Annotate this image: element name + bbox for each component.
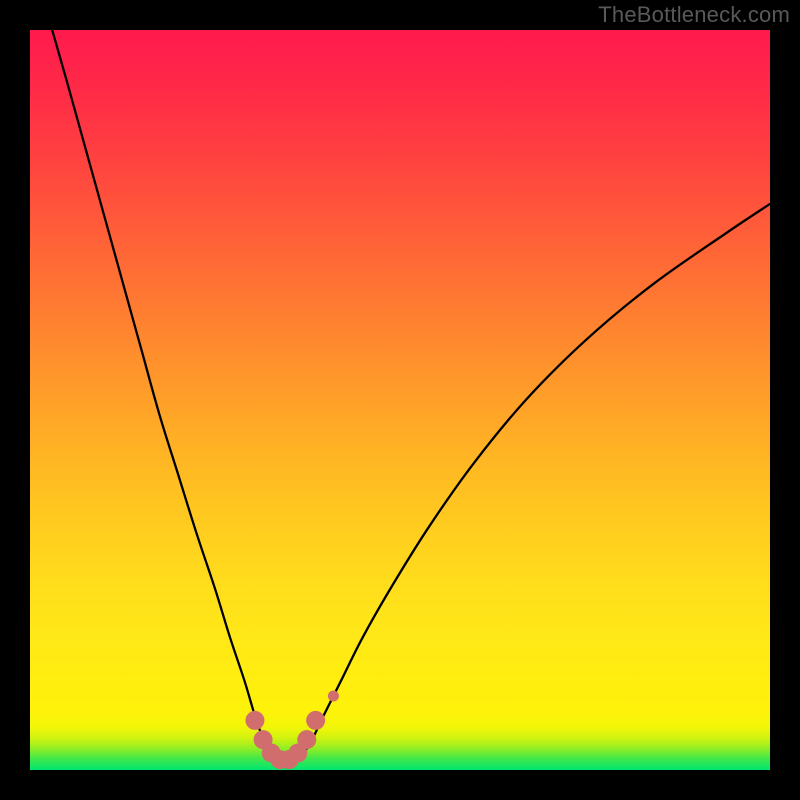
bottleneck-marker [245,711,264,730]
bottleneck-marker [297,730,316,749]
outer-frame [0,0,800,800]
bottleneck-marker [328,691,339,702]
plot-area [30,30,770,770]
watermark-text: TheBottleneck.com [598,2,790,28]
bottleneck-marker [306,711,325,730]
bottleneck-curve [52,30,770,765]
curve-layer [30,30,770,770]
